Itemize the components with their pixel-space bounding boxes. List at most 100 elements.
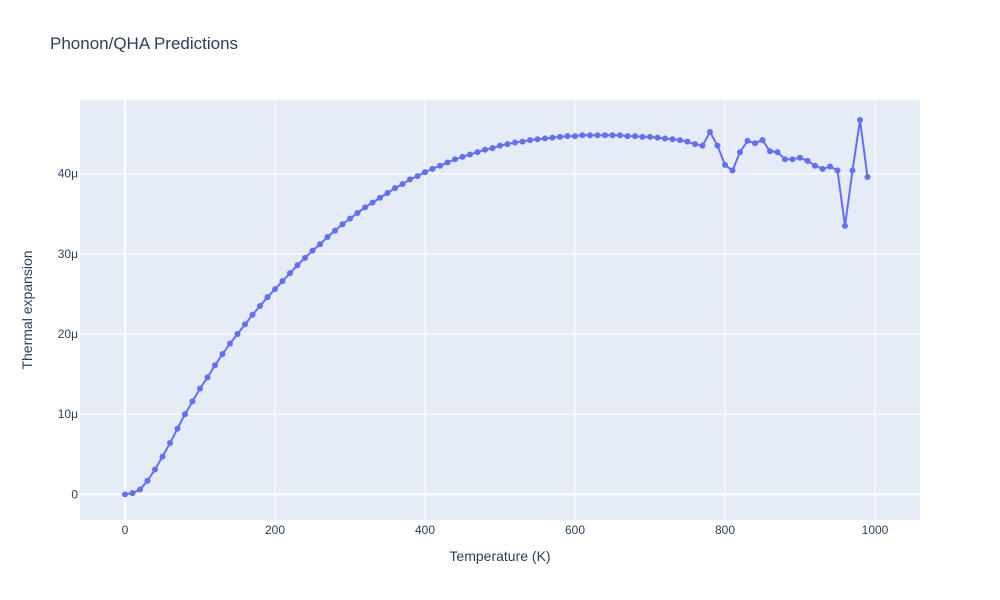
- data-point[interactable]: [512, 139, 518, 146]
- data-point[interactable]: [302, 254, 308, 261]
- data-point[interactable]: [744, 137, 751, 144]
- data-point[interactable]: [617, 132, 623, 139]
- data-point[interactable]: [819, 165, 826, 172]
- data-point[interactable]: [459, 153, 466, 160]
- data-point[interactable]: [242, 321, 248, 328]
- data-point[interactable]: [737, 149, 743, 156]
- data-point[interactable]: [332, 227, 338, 234]
- data-point[interactable]: [804, 157, 811, 164]
- data-point[interactable]: [594, 132, 601, 139]
- data-point[interactable]: [174, 425, 181, 432]
- data-point[interactable]: [249, 311, 256, 318]
- data-point[interactable]: [729, 167, 736, 174]
- data-point[interactable]: [857, 117, 863, 124]
- data-point[interactable]: [437, 162, 443, 169]
- data-point[interactable]: [609, 132, 616, 139]
- data-point[interactable]: [647, 133, 653, 140]
- data-point[interactable]: [212, 362, 218, 369]
- data-point[interactable]: [767, 148, 773, 155]
- data-point[interactable]: [579, 132, 586, 139]
- data-point[interactable]: [624, 133, 631, 140]
- data-point[interactable]: [257, 302, 263, 309]
- data-point[interactable]: [414, 173, 421, 180]
- data-point[interactable]: [527, 137, 533, 144]
- data-point[interactable]: [467, 151, 473, 158]
- data-point[interactable]: [137, 486, 143, 493]
- data-point[interactable]: [797, 154, 803, 161]
- data-point[interactable]: [219, 351, 226, 358]
- data-point[interactable]: [632, 133, 638, 140]
- data-point[interactable]: [377, 194, 383, 201]
- data-point[interactable]: [782, 156, 788, 163]
- data-point[interactable]: [144, 477, 151, 484]
- data-point[interactable]: [152, 466, 158, 473]
- data-point[interactable]: [197, 385, 203, 392]
- data-point[interactable]: [287, 270, 293, 277]
- data-point[interactable]: [774, 149, 781, 156]
- data-point[interactable]: [519, 138, 526, 145]
- data-point[interactable]: [714, 142, 721, 149]
- data-point[interactable]: [347, 215, 353, 222]
- data-point[interactable]: [279, 278, 286, 285]
- data-point[interactable]: [662, 135, 668, 142]
- data-point[interactable]: [272, 286, 278, 293]
- data-point[interactable]: [789, 156, 796, 163]
- data-point[interactable]: [122, 491, 128, 498]
- data-point[interactable]: [309, 247, 316, 254]
- data-point[interactable]: [317, 241, 323, 248]
- data-point[interactable]: [399, 181, 406, 188]
- data-point[interactable]: [842, 222, 848, 229]
- data-point[interactable]: [677, 137, 683, 144]
- data-point[interactable]: [204, 374, 211, 381]
- data-point[interactable]: [699, 142, 706, 149]
- data-point[interactable]: [422, 169, 428, 176]
- data-point[interactable]: [234, 331, 241, 338]
- data-point[interactable]: [759, 137, 766, 144]
- data-point[interactable]: [834, 167, 841, 174]
- data-point[interactable]: [369, 199, 376, 206]
- data-point[interactable]: [572, 133, 578, 140]
- data-point[interactable]: [324, 234, 331, 241]
- data-point[interactable]: [452, 156, 458, 163]
- data-point[interactable]: [294, 262, 301, 269]
- data-point[interactable]: [587, 132, 593, 139]
- data-point[interactable]: [752, 140, 758, 147]
- data-point[interactable]: [167, 440, 173, 447]
- data-point[interactable]: [549, 134, 556, 141]
- data-point[interactable]: [534, 136, 541, 143]
- data-point[interactable]: [444, 159, 451, 166]
- data-point[interactable]: [827, 163, 833, 170]
- data-point[interactable]: [707, 129, 713, 136]
- data-point[interactable]: [654, 134, 661, 141]
- data-point[interactable]: [864, 173, 871, 180]
- data-point[interactable]: [182, 411, 188, 418]
- data-point[interactable]: [722, 161, 728, 168]
- data-point[interactable]: [159, 453, 166, 460]
- data-point[interactable]: [602, 132, 608, 139]
- data-point[interactable]: [474, 149, 481, 156]
- data-point[interactable]: [692, 141, 698, 148]
- data-point[interactable]: [407, 176, 413, 183]
- data-point[interactable]: [129, 490, 136, 497]
- data-point[interactable]: [339, 221, 346, 228]
- data-point[interactable]: [429, 165, 436, 172]
- data-point[interactable]: [497, 142, 503, 149]
- data-point[interactable]: [849, 167, 856, 174]
- data-point[interactable]: [557, 133, 563, 140]
- data-point[interactable]: [189, 398, 196, 405]
- data-point[interactable]: [504, 141, 511, 148]
- data-point[interactable]: [812, 162, 818, 169]
- data-point[interactable]: [542, 135, 548, 142]
- data-point[interactable]: [354, 210, 361, 217]
- data-point[interactable]: [639, 133, 646, 140]
- data-point[interactable]: [384, 189, 391, 196]
- data-point[interactable]: [564, 133, 571, 140]
- data-point[interactable]: [482, 146, 488, 153]
- data-point[interactable]: [362, 204, 368, 211]
- data-point[interactable]: [264, 294, 271, 301]
- data-point[interactable]: [684, 138, 691, 145]
- data-point[interactable]: [227, 340, 233, 347]
- data-point[interactable]: [392, 185, 398, 192]
- data-point[interactable]: [489, 145, 496, 152]
- data-point[interactable]: [669, 136, 676, 143]
